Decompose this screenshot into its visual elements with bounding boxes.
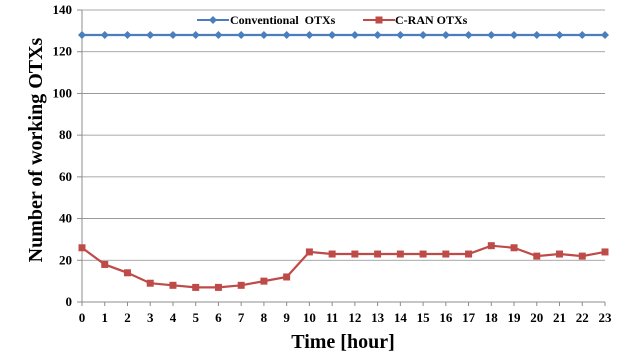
x-tick-label: 1	[101, 310, 108, 325]
series-conventional-otxs	[78, 31, 609, 40]
x-tick-label: 6	[215, 310, 222, 325]
data-point	[214, 283, 222, 291]
series-c-ran-otxs	[78, 242, 609, 291]
data-point	[78, 244, 86, 252]
x-tick-label: 20	[530, 310, 543, 325]
data-point	[305, 248, 313, 256]
data-point	[510, 31, 519, 40]
data-point	[419, 250, 427, 258]
y-tick-label: 60	[59, 169, 72, 184]
x-tick-label: 5	[192, 310, 199, 325]
data-point	[146, 31, 155, 40]
data-point	[487, 242, 495, 250]
data-point	[260, 277, 268, 285]
y-tick-label: 20	[59, 252, 72, 267]
legend-swatch-marker	[209, 16, 217, 24]
data-point	[350, 31, 359, 40]
data-point	[191, 31, 200, 40]
x-tick-label: 18	[485, 310, 499, 325]
data-point	[601, 31, 609, 40]
x-tick-label: 22	[576, 310, 589, 325]
x-tick-label: 8	[261, 310, 268, 325]
data-point	[168, 31, 177, 40]
data-point	[123, 269, 131, 277]
y-tick-label: 100	[53, 85, 73, 100]
x-tick-label: 21	[553, 310, 566, 325]
data-point	[555, 31, 564, 40]
data-point	[259, 31, 268, 40]
data-point	[192, 283, 200, 291]
data-point	[464, 31, 473, 40]
data-point	[101, 260, 109, 268]
gridlines	[82, 9, 605, 261]
y-tick-label: 40	[59, 211, 72, 226]
data-point	[237, 281, 245, 289]
x-tick-label: 17	[462, 310, 476, 325]
x-tick-label: 13	[371, 310, 385, 325]
y-axis-label: Number of working OTXs	[25, 37, 47, 262]
data-point	[328, 250, 336, 258]
data-point	[396, 250, 404, 258]
data-point	[419, 31, 428, 40]
legend-label-cran: C-RAN OTXs	[395, 13, 468, 27]
x-tick-label: 14	[394, 310, 408, 325]
x-tick-label: 9	[283, 310, 290, 325]
y-tick-labels: 0 20 40 60 80 100 120 140	[53, 2, 73, 309]
x-tick-label: 4	[170, 310, 177, 325]
data-point	[396, 31, 405, 40]
data-point	[237, 31, 246, 40]
y-tick-label: 0	[66, 294, 73, 309]
data-point	[123, 31, 132, 40]
legend-swatch-marker	[375, 16, 383, 24]
x-tick-label: 15	[417, 310, 431, 325]
x-tick-label: 2	[124, 310, 131, 325]
legend-item-conventional: Conventional OTXs	[197, 13, 336, 27]
data-point	[283, 273, 291, 281]
data-point	[442, 250, 450, 258]
legend-label-conventional: Conventional OTXs	[230, 13, 336, 27]
x-tick-label: 12	[348, 310, 361, 325]
series-line	[81, 244, 606, 289]
data-point	[328, 31, 337, 40]
x-tick-label: 7	[238, 310, 245, 325]
data-point	[578, 252, 586, 260]
data-point	[351, 250, 359, 258]
data-point	[78, 31, 86, 40]
x-tick-labels: 0 1 2 3 4 5 6 7 8 9 10 11 12 13 14 15 16 17 18 19 20 21 22 23	[79, 310, 612, 325]
legend: Conventional OTXs C-RAN OTXs	[197, 13, 468, 27]
data-point	[374, 250, 382, 258]
x-tick-label: 10	[303, 310, 316, 325]
y-tick-label: 80	[59, 127, 72, 142]
data-point	[441, 31, 450, 40]
x-tick-label: 23	[599, 310, 613, 325]
x-tick-label: 3	[147, 310, 154, 325]
y-tick-label: 120	[53, 44, 73, 59]
data-point	[100, 31, 109, 40]
data-point	[556, 250, 564, 258]
x-axis-label: Time [hour]	[291, 331, 395, 353]
data-point	[146, 279, 154, 287]
data-point	[373, 31, 382, 40]
x-tick-label: 0	[79, 310, 86, 325]
legend-item-cran: C-RAN OTXs	[363, 13, 468, 27]
series-group	[78, 31, 609, 291]
data-point	[532, 31, 541, 40]
data-point	[487, 31, 496, 40]
y-tick-label: 140	[53, 2, 73, 17]
data-point	[578, 31, 587, 40]
data-point	[533, 252, 541, 260]
x-tick-label: 11	[326, 310, 338, 325]
x-tick-label: 19	[508, 310, 522, 325]
x-tick-label: 16	[439, 310, 453, 325]
data-point	[169, 281, 177, 289]
data-point	[510, 244, 518, 252]
data-point	[601, 248, 609, 256]
data-point	[282, 31, 291, 40]
data-point	[465, 250, 473, 258]
data-point	[214, 31, 223, 40]
data-point	[305, 31, 314, 40]
axes	[77, 9, 606, 306]
